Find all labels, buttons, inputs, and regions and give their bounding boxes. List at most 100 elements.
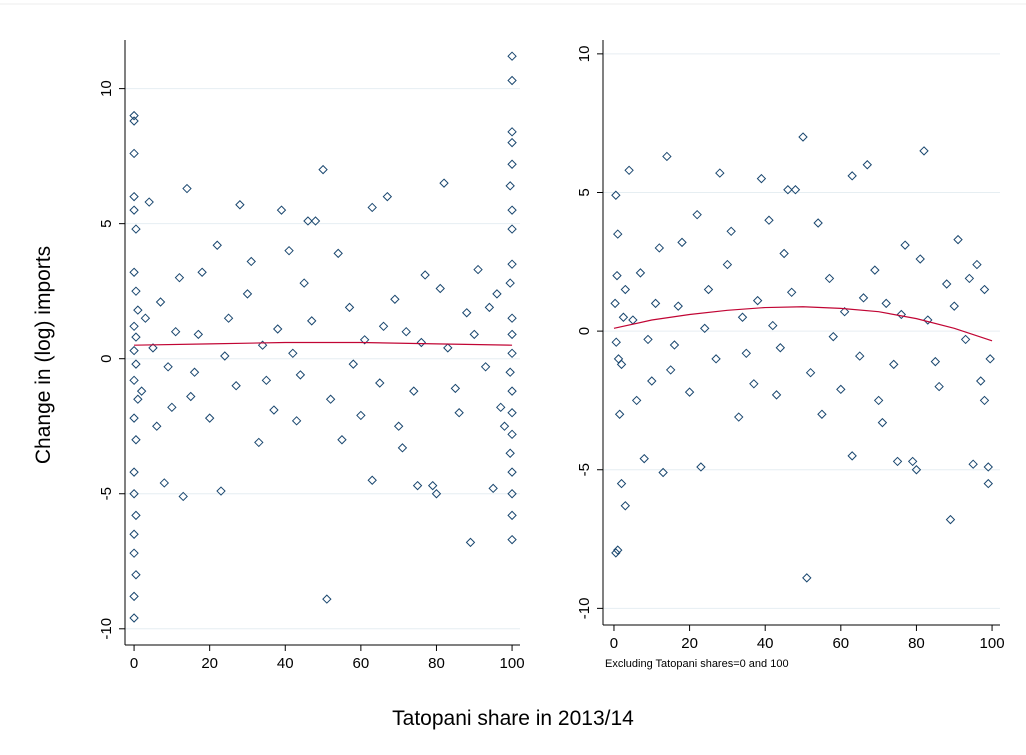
point [684, 387, 695, 397]
point [507, 467, 517, 477]
point [484, 302, 495, 313]
y-tick-label: 10 [576, 46, 593, 63]
point [505, 181, 515, 191]
point [968, 459, 978, 469]
point [246, 256, 256, 267]
point [488, 483, 498, 494]
point [431, 489, 442, 499]
point [382, 191, 393, 202]
point [131, 510, 141, 521]
point [911, 465, 922, 475]
x-tick-label: 40 [277, 655, 294, 672]
point [662, 151, 672, 162]
point [129, 205, 139, 215]
point [186, 391, 196, 402]
point [771, 390, 782, 400]
point [318, 164, 328, 175]
point [390, 294, 400, 304]
point [159, 478, 170, 488]
point [197, 267, 207, 277]
x-axis-title: Tatopani share in 2013/14 [392, 707, 634, 730]
point [505, 367, 515, 377]
point [889, 359, 899, 370]
point [204, 413, 215, 423]
point [182, 183, 192, 194]
point [507, 205, 517, 215]
point [700, 323, 710, 334]
point [469, 329, 479, 340]
point [322, 594, 332, 604]
point [907, 456, 918, 467]
x-tick-label: 80 [428, 655, 445, 672]
point [798, 132, 808, 142]
point [786, 287, 797, 298]
point [291, 416, 302, 426]
point [212, 240, 222, 250]
point [507, 408, 517, 418]
point [715, 168, 725, 178]
point [367, 202, 377, 213]
point [703, 284, 714, 295]
point [650, 298, 661, 309]
point [443, 343, 453, 353]
point [333, 248, 343, 259]
point [375, 378, 385, 388]
point [416, 337, 427, 348]
point [696, 462, 706, 472]
point [507, 386, 517, 396]
y-axis-title: Change in (log) imports [32, 246, 55, 464]
point [930, 356, 941, 367]
point [499, 421, 510, 431]
point [129, 345, 139, 356]
point [979, 284, 990, 295]
point [639, 453, 649, 464]
point [618, 312, 629, 322]
point [242, 289, 253, 299]
point [155, 297, 166, 307]
point [131, 332, 141, 342]
point [223, 313, 234, 323]
point [915, 254, 925, 264]
x-tick-label: 0 [610, 635, 618, 652]
point [129, 375, 139, 386]
point [254, 437, 264, 448]
x-tick-label: 100 [500, 655, 525, 672]
point [133, 394, 143, 404]
point [170, 326, 181, 337]
point [507, 159, 517, 169]
point [624, 165, 634, 176]
point [140, 313, 151, 323]
x-tick-label: 60 [353, 655, 370, 672]
point [862, 160, 872, 170]
point [129, 591, 139, 602]
y-tick-label: -10 [98, 618, 115, 640]
point [953, 234, 963, 245]
point [496, 402, 506, 413]
point [507, 313, 517, 323]
y-tick-label: 10 [98, 80, 115, 97]
point [813, 218, 823, 228]
point [805, 367, 816, 378]
point [435, 283, 445, 294]
point [412, 480, 423, 491]
point [307, 316, 317, 326]
point [427, 480, 438, 491]
point [174, 272, 185, 283]
x-tick-label: 20 [681, 635, 698, 652]
point [129, 110, 139, 121]
point [507, 51, 517, 61]
point [692, 209, 702, 220]
point [635, 268, 646, 278]
point [824, 273, 835, 284]
point [505, 278, 515, 288]
point [129, 613, 139, 623]
point [359, 335, 370, 345]
point [873, 395, 884, 406]
point [163, 362, 173, 372]
x-tick-label: 60 [832, 635, 849, 652]
point [934, 381, 944, 392]
x-tick-label: 80 [908, 635, 925, 652]
point [923, 315, 933, 325]
